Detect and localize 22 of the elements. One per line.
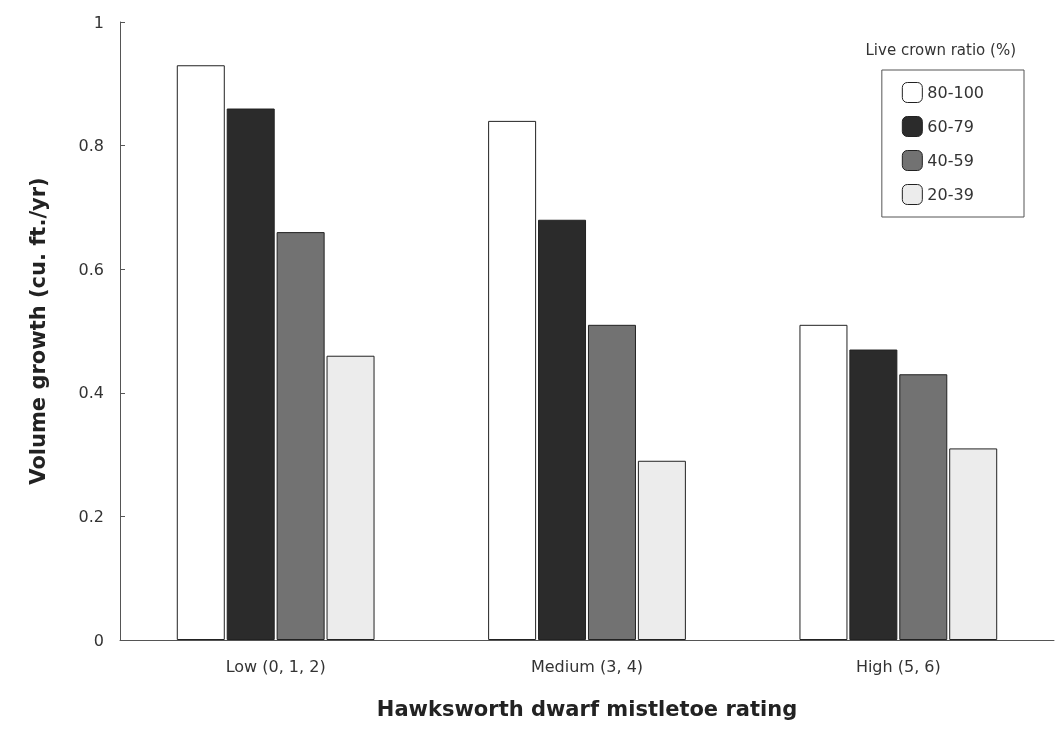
- y-tick-label: 0.6: [78, 259, 104, 279]
- y-tick-label: 0.4: [78, 383, 104, 403]
- y-tick-label: 0.2: [78, 506, 104, 526]
- x-axis-title: Hawksworth dwarf mistletoe rating: [376, 696, 798, 721]
- bar: [949, 448, 998, 640]
- bar: [176, 65, 225, 640]
- legend-label: 60-79: [927, 117, 974, 136]
- y-tick-label: 0.8: [78, 136, 104, 156]
- x-tick-label: Low (0, 1, 2): [225, 656, 326, 676]
- legend-label: 80-100: [927, 83, 984, 102]
- legend-label: 40-59: [927, 151, 974, 170]
- legend-title: Live crown ratio (%): [865, 40, 1016, 59]
- x-tick-label: High (5, 6): [855, 656, 941, 676]
- bar: [538, 219, 587, 640]
- bar: [587, 324, 636, 640]
- bar: [488, 120, 537, 640]
- y-tick-label: 0: [93, 630, 104, 650]
- legend-label: 20-39: [927, 185, 974, 204]
- y-axis-title: Volume growth (cu. ft./yr): [25, 177, 50, 485]
- x-tick-label: Medium (3, 4): [530, 656, 644, 676]
- y-tick-label: 1: [93, 12, 104, 32]
- bar: [637, 460, 686, 640]
